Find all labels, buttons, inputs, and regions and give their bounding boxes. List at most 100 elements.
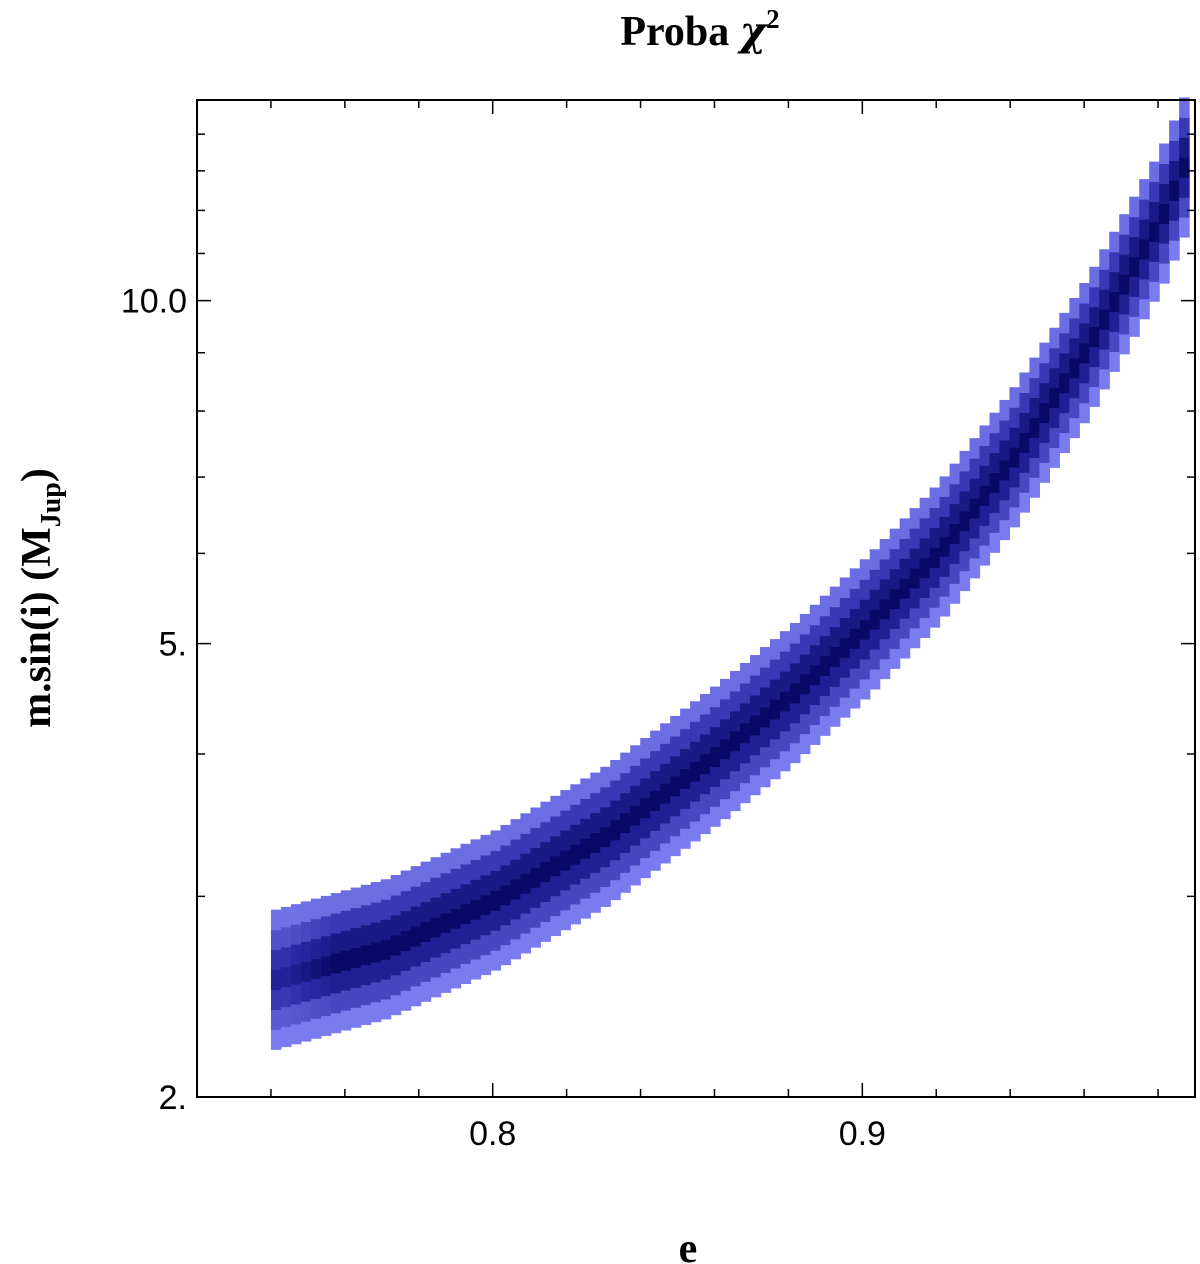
heatmap-cell [410, 866, 422, 887]
heatmap-cell [1159, 163, 1170, 184]
heatmap-cell [1059, 332, 1070, 354]
heatmap-cell [490, 830, 502, 851]
heatmap-cell [1099, 289, 1110, 310]
heatmap-cell [290, 1023, 302, 1045]
heatmap-cell [300, 901, 312, 922]
heatmap-cell [1179, 197, 1190, 218]
heatmap-cell [650, 750, 661, 772]
heatmap-cell [769, 639, 781, 660]
heatmap-cell [560, 889, 571, 911]
heatmap-cell [1099, 309, 1110, 330]
heatmap-cell [939, 596, 951, 617]
heatmap-cell [1079, 362, 1090, 384]
heatmap-cell [919, 577, 931, 599]
heatmap-cell [280, 906, 292, 928]
heatmap-cell [889, 568, 901, 590]
heatmap-cell [1129, 316, 1140, 337]
heatmap-cell [779, 750, 791, 772]
heatmap-cell [959, 570, 971, 592]
heatmap-cell [779, 631, 791, 652]
heatmap-cell [530, 867, 541, 888]
heatmap-cell [959, 490, 971, 512]
heatmap-cell [859, 579, 871, 600]
heatmap-cell [640, 757, 651, 779]
heatmap-cell [849, 688, 861, 709]
heatmap-cell [1079, 342, 1090, 364]
heatmap-cell [939, 516, 951, 537]
heatmap-cell [500, 824, 512, 846]
heatmap-cell [1089, 386, 1100, 407]
heatmap-cell [969, 458, 981, 479]
heatmap-cell [560, 809, 571, 831]
heatmap-cell [909, 627, 921, 649]
heatmap-cell [320, 955, 332, 977]
heatmap-cell [889, 548, 901, 570]
heatmap-cell [749, 674, 761, 696]
heatmap-cell [320, 915, 332, 937]
heatmap-cell [400, 970, 412, 991]
heatmap-cell [1039, 382, 1050, 404]
heatmap-cell [720, 798, 731, 820]
y-tick-label: 2. [159, 1079, 187, 1117]
heatmap-cell [560, 909, 571, 931]
heatmap-cell [949, 563, 961, 584]
heatmap-cell [670, 755, 681, 777]
heatmap-cell [690, 701, 701, 722]
heatmap-cell [620, 852, 631, 873]
heatmap-cell [1049, 327, 1060, 349]
heatmap-cell [1059, 392, 1070, 414]
heatmap-cell [809, 684, 821, 706]
heatmap-cell [859, 639, 871, 660]
heatmap-cell [1079, 302, 1090, 324]
heatmap-cell [440, 952, 452, 973]
heatmap-cell [540, 841, 551, 863]
heatmap-cell [590, 892, 601, 913]
heatmap-cell [550, 815, 561, 837]
heatmap-cell [290, 904, 302, 925]
heatmap-cell [1059, 412, 1070, 434]
heatmap-cell [1149, 261, 1160, 282]
heatmap-cell [1079, 283, 1090, 304]
heatmap-cell [500, 884, 512, 906]
heatmap-cell [739, 702, 751, 724]
heatmap-cell [1149, 281, 1160, 302]
heatmap-cell [480, 834, 492, 856]
heatmap-cell [380, 998, 392, 1020]
heatmap-cell [550, 875, 561, 897]
heatmap-cell [610, 799, 621, 821]
heatmap-cell [739, 682, 751, 704]
heatmap-cell [859, 678, 871, 700]
heatmap-cell [460, 963, 472, 984]
heatmap-cell [410, 945, 422, 967]
heatmap-cell [420, 881, 432, 903]
heatmap-cell [390, 914, 402, 936]
y-tick-label: 10.0 [121, 283, 187, 321]
heatmap-cell [949, 463, 961, 485]
heatmap-cell [610, 859, 621, 881]
heatmap-cell [340, 890, 352, 911]
heatmap-cell [759, 667, 771, 688]
heatmap-cell [300, 981, 312, 1002]
heatmap-cell [1109, 351, 1120, 372]
heatmap-cell [290, 924, 302, 945]
heatmap-cell [959, 550, 971, 572]
heatmap-cell [650, 850, 661, 871]
heatmap-cell [859, 619, 871, 640]
heatmap-cell [839, 577, 851, 599]
heatmap-cell [949, 503, 961, 525]
heatmap-cell [1099, 368, 1110, 390]
heatmap-cell [1169, 200, 1180, 221]
heatmap-cell [620, 772, 631, 794]
heatmap-cell [380, 978, 392, 1000]
heatmap-cell [989, 512, 1001, 533]
heatmap-cell [460, 923, 472, 945]
heatmap-cell [610, 779, 621, 801]
heatmap-cell [919, 617, 931, 638]
heatmap-cell [410, 925, 422, 947]
heatmap-cell [670, 835, 681, 857]
heatmap-cell [809, 624, 821, 646]
heatmap-cell [700, 753, 711, 775]
heatmap-cell [470, 839, 482, 860]
heatmap-cell [450, 967, 462, 989]
heatmap-cell [620, 872, 631, 893]
